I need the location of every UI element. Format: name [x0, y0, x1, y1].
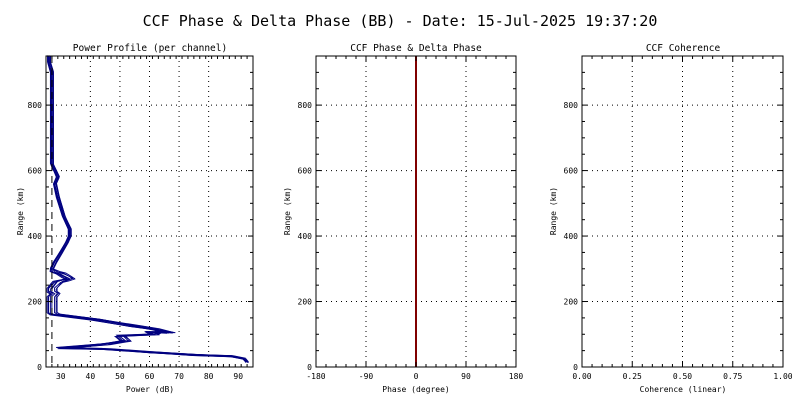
ccf-phase-y-tick-label: 400 [298, 232, 313, 241]
power-profile-y-tick-label: 200 [28, 298, 43, 307]
ccf-phase-panel: CCF Phase & Delta Phase Phase (degree) R… [283, 43, 523, 394]
ccf-coherence-y-tick-label: 800 [564, 101, 579, 110]
ccf-phase-y-tick-label: 800 [298, 101, 313, 110]
ccf-coherence-y-axis-label: Range (km) [549, 187, 558, 235]
power-profile-x-tick-label: 40 [86, 372, 96, 381]
ccf-phase-x-tick-label: 90 [461, 372, 471, 381]
ccf-coherence-x-tick-label: 0.75 [723, 372, 742, 381]
power-profile-panel: Power Profile (per channel) Power (dB) R… [16, 43, 253, 394]
ccf-phase-y-tick-label: 0 [307, 363, 312, 372]
ccf-coherence-x-tick-label: 0.50 [673, 372, 692, 381]
ccf-phase-y-tick-label: 200 [298, 298, 313, 307]
ccf-phase-y-axis-label: Range (km) [283, 187, 292, 235]
ccf-phase-x-axis-label: Phase (degree) [382, 385, 449, 394]
ccf-phase-x-tick-label: -180 [306, 372, 325, 381]
ccf-coherence-y-tick-label: 0 [573, 363, 578, 372]
ccf-coherence-x-tick-label: 1.00 [773, 372, 792, 381]
ccf-coherence-y-tick-label: 400 [564, 232, 579, 241]
power-profile-x-tick-label: 90 [233, 372, 243, 381]
power-profile-y-tick-label: 400 [28, 232, 43, 241]
power-profile-x-axis-label: Power (dB) [126, 385, 174, 394]
power-profile-x-tick-label: 70 [174, 372, 184, 381]
ccf-phase-title: CCF Phase & Delta Phase [350, 43, 482, 54]
ccf-phase-x-tick-label: 0 [414, 372, 419, 381]
power-profile-x-tick-label: 50 [115, 372, 125, 381]
power-profile-channel-line [47, 55, 246, 361]
power-profile-x-tick-label: 60 [145, 372, 155, 381]
ccf-phase-x-tick-label: 180 [509, 372, 524, 381]
ccf-coherence-x-axis-label: Coherence (linear) [640, 385, 727, 394]
power-profile-y-tick-label: 0 [37, 363, 42, 372]
ccf-coherence-x-tick-label: 0.25 [623, 372, 642, 381]
figure-title: CCF Phase & Delta Phase (BB) - Date: 15-… [143, 12, 658, 30]
power-profile-channel-line [48, 57, 246, 363]
power-profile-y-tick-label: 600 [28, 167, 43, 176]
ccf-coherence-y-tick-label: 600 [564, 167, 579, 176]
power-profile-title: Power Profile (per channel) [73, 43, 227, 54]
ccf-coherence-x-tick-label: 0.00 [572, 372, 591, 381]
power-profile-y-axis-label: Range (km) [16, 187, 25, 235]
power-profile-y-tick-label: 800 [28, 101, 43, 110]
power-profile-x-tick-label: 80 [204, 372, 214, 381]
ccf-phase-x-tick-label: -90 [359, 372, 374, 381]
power-profile-x-tick-label: 30 [56, 372, 66, 381]
power-profile-channel-line [49, 55, 247, 361]
ccf-phase-y-tick-label: 600 [298, 167, 313, 176]
ccf-coherence-panel: CCF Coherence Coherence (linear) Range (… [549, 43, 793, 394]
ccf-coherence-title: CCF Coherence [646, 43, 721, 54]
ccf-coherence-y-tick-label: 200 [564, 298, 579, 307]
